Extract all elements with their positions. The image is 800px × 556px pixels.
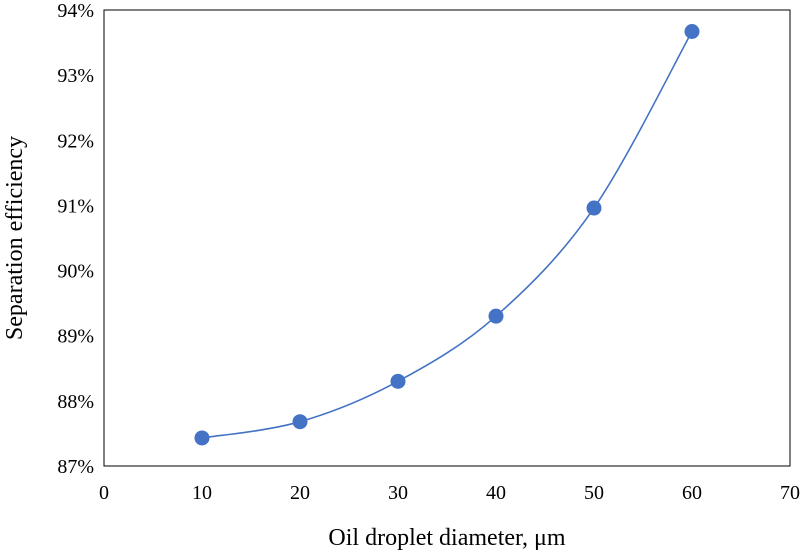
y-axis-title: Separation efficiency [2, 136, 28, 340]
x-tick-label: 30 [388, 482, 408, 504]
data-point [586, 200, 602, 216]
x-tick-label: 20 [290, 482, 310, 504]
x-axis-tick-labels: 0 10 20 30 40 50 60 70 [99, 482, 800, 504]
y-tick-label: 90% [57, 261, 94, 283]
y-tick-label: 91% [57, 195, 94, 217]
series-smooth-line [201, 31, 693, 439]
data-point [488, 308, 504, 324]
plot-area-frame [103, 9, 791, 467]
y-tick-label: 92% [57, 130, 94, 152]
x-tick-label: 10 [192, 482, 212, 504]
x-tick-label: 40 [486, 482, 506, 504]
data-point [390, 373, 406, 389]
data-point [684, 23, 700, 39]
y-tick-label: 93% [57, 65, 94, 87]
y-tick-label: 89% [57, 326, 94, 348]
data-point [292, 414, 308, 430]
x-tick-label: 70 [780, 482, 800, 504]
x-tick-label: 0 [99, 482, 109, 504]
series-points [194, 23, 700, 446]
y-tick-label: 87% [57, 456, 94, 478]
y-axis-tick-labels: 87% 88% 89% 90% 91% 92% 93% 94% [57, 0, 94, 478]
x-tick-label: 60 [682, 482, 702, 504]
x-axis-title: Oil droplet diameter, μm [328, 525, 566, 551]
x-tick-label: 50 [584, 482, 604, 504]
data-point [194, 430, 210, 446]
y-tick-label: 88% [57, 391, 94, 413]
y-tick-label: 94% [57, 0, 94, 22]
